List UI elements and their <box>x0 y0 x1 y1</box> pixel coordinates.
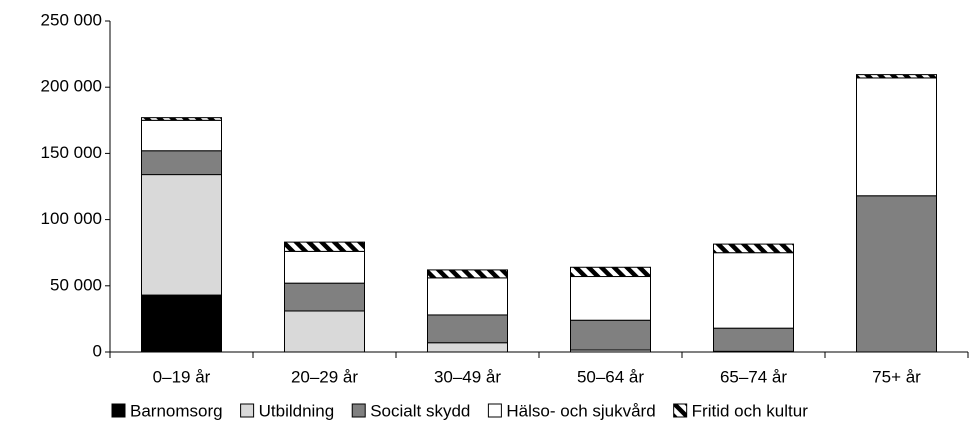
bar-segment <box>427 314 508 344</box>
x-tick-label: 65–74 år <box>720 367 787 386</box>
bar-segment <box>856 74 937 79</box>
bar-segment <box>284 250 365 284</box>
legend-label: Utbildning <box>259 401 335 420</box>
legend-swatch <box>111 403 126 418</box>
legend-swatch <box>673 403 688 418</box>
bar-segment <box>141 150 222 176</box>
y-tick-label: 200 000 <box>41 77 102 96</box>
bar-segment <box>856 77 937 197</box>
bar-segment <box>141 174 222 296</box>
x-tick-label: 30–49 år <box>434 367 501 386</box>
bar-segment <box>427 277 508 316</box>
bar-segment <box>284 282 365 312</box>
bar-segment <box>427 269 508 279</box>
bar-segment <box>570 266 651 278</box>
y-tick-label: 50 000 <box>50 275 102 294</box>
legend-label: Barnomsorg <box>130 401 223 420</box>
bar-segment <box>713 252 794 329</box>
y-tick-label: 150 000 <box>41 143 102 162</box>
legend-swatch <box>240 403 255 418</box>
bar-segment <box>713 327 794 352</box>
x-tick-label: 75+ år <box>872 367 921 386</box>
x-tick-label: 0–19 år <box>153 367 211 386</box>
bar-segment <box>141 294 222 353</box>
legend-swatch <box>487 403 502 418</box>
legend-swatch <box>351 403 366 418</box>
y-tick-label: 250 000 <box>41 10 102 29</box>
legend-label: Hälso- och sjukvård <box>506 401 655 420</box>
y-tick-label: 0 <box>93 341 102 360</box>
legend-label: Fritid och kultur <box>692 401 809 420</box>
y-tick-label: 100 000 <box>41 209 102 228</box>
x-tick-label: 50–64 år <box>577 367 644 386</box>
bar-segment <box>284 310 365 353</box>
bar-segment <box>713 243 794 254</box>
bar-segment <box>570 276 651 321</box>
bar-segment <box>427 342 508 353</box>
bar-segment <box>570 319 651 351</box>
bar-segment <box>284 241 365 252</box>
bar-segment <box>856 195 937 353</box>
bar-segment <box>141 119 222 152</box>
x-tick-label: 20–29 år <box>291 367 358 386</box>
legend-label: Socialt skydd <box>370 401 470 420</box>
bar-segment <box>141 117 222 121</box>
